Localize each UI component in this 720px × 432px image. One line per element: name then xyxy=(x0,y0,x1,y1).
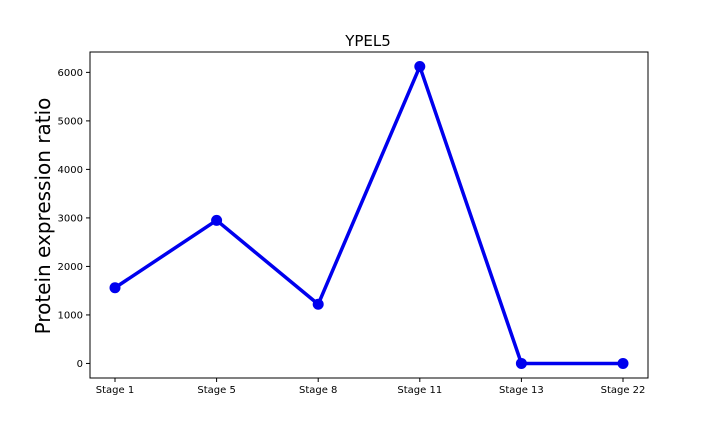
data-point xyxy=(312,298,324,310)
y-axis-label: Protein expression ratio xyxy=(31,98,55,335)
plot-frame xyxy=(89,51,649,379)
x-tick-label: Stage 5 xyxy=(197,385,235,396)
data-point xyxy=(211,214,223,226)
y-tick-label: 5000 xyxy=(58,116,83,127)
data-point xyxy=(414,61,426,73)
x-tick-label: Stage 8 xyxy=(299,385,337,396)
x-tick-label: Stage 11 xyxy=(397,385,442,396)
series-line xyxy=(114,64,623,366)
chart-title: YPEL5 xyxy=(344,32,391,50)
y-tick-label: 0 xyxy=(77,359,83,370)
data-point xyxy=(515,357,527,369)
y-tick-label: 3000 xyxy=(58,213,83,224)
data-point xyxy=(617,357,629,369)
y-axis-ticks: 0 1000 2000 3000 4000 5000 6000 xyxy=(58,68,90,370)
x-tick-label: Stage 13 xyxy=(499,385,544,396)
series-layer xyxy=(109,61,629,369)
y-tick-label: 1000 xyxy=(58,310,83,321)
y-tick-label: 6000 xyxy=(58,68,83,79)
x-tick-label: Stage 22 xyxy=(601,385,646,396)
x-axis-ticks: Stage 1 Stage 5 Stage 8 Stage 11 Stage 13 Sta… xyxy=(96,378,646,396)
x-tick-label: Stage 1 xyxy=(96,385,134,396)
y-tick-label: 2000 xyxy=(58,262,83,273)
y-tick-label: 4000 xyxy=(58,165,83,176)
data-point xyxy=(109,282,121,294)
